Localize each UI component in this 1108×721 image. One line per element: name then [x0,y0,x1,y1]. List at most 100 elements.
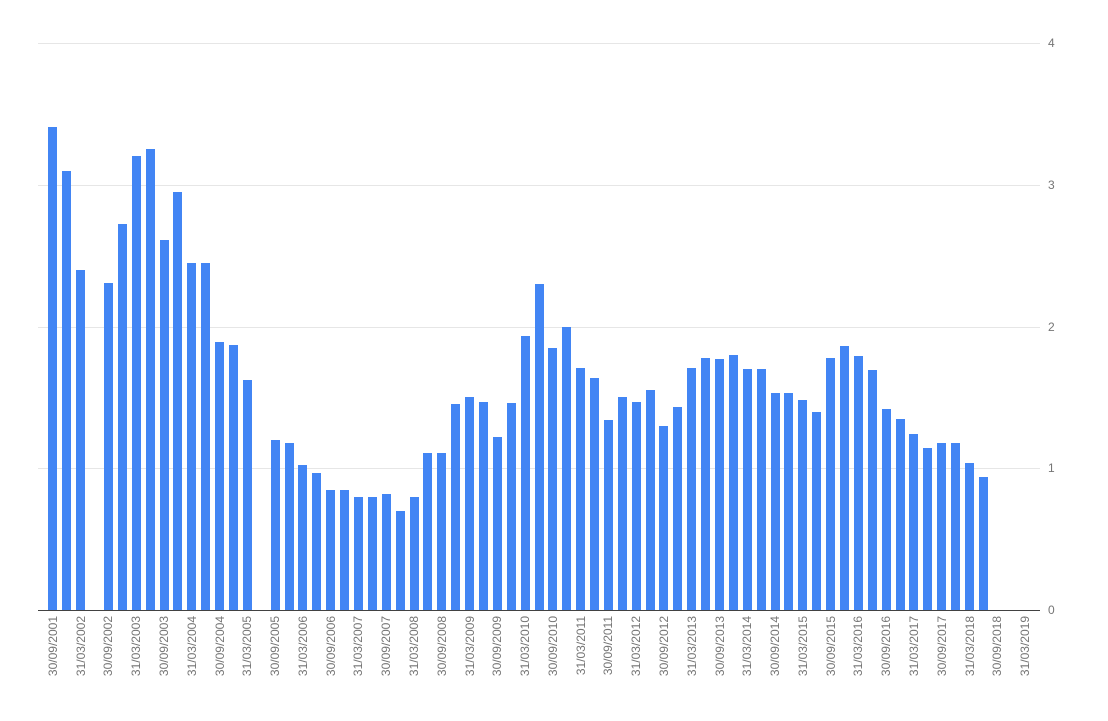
bar[interactable] [465,397,475,610]
x-tick-label: 30/09/2017 [934,616,949,677]
bar[interactable] [312,472,322,610]
bar[interactable] [965,462,974,610]
x-tick-label: 30/09/2010 [545,616,560,677]
bar[interactable] [728,354,738,610]
bar[interactable] [159,240,169,610]
x-tick-label: 30/09/2014 [768,616,783,677]
bar[interactable] [215,342,225,610]
bar[interactable] [242,380,252,610]
x-tick-label: 30/09/2015 [823,616,838,677]
bar[interactable] [881,408,891,610]
bar[interactable] [284,442,294,610]
bar[interactable] [270,439,280,610]
bar[interactable] [173,191,183,610]
bar[interactable] [659,425,669,610]
bar[interactable] [812,411,822,610]
y-tick-label: 2 [1048,319,1055,334]
bar[interactable] [326,489,336,610]
bar[interactable] [437,452,447,610]
bar[interactable] [520,336,530,610]
bar[interactable] [492,437,502,610]
y-tick-label: 3 [1048,177,1055,192]
bar[interactable] [603,420,613,610]
bar[interactable] [715,359,725,610]
bar[interactable] [48,126,58,610]
x-tick-label: 30/09/2003 [157,616,172,677]
x-tick-label: 30/09/2005 [268,616,283,677]
bar[interactable] [395,510,405,610]
x-tick-label: 30/09/2018 [990,616,1005,677]
bar[interactable] [770,393,780,610]
bar[interactable] [645,390,655,610]
x-tick-label: 31/03/2016 [851,616,866,677]
bar[interactable] [451,404,461,610]
bar[interactable] [867,370,877,610]
x-tick-label: 30/09/2001 [45,616,60,677]
bar[interactable] [103,282,113,610]
x-tick-label: 31/03/2004 [184,616,199,677]
x-tick-label: 31/03/2008 [407,616,421,677]
bar[interactable] [840,346,850,610]
x-tick-label: 31/03/2011 [573,616,588,676]
x-tick-label: 30/09/2008 [434,616,449,677]
bar[interactable] [201,262,211,610]
x-tick-label: 30/09/2012 [656,616,671,677]
bar[interactable] [576,367,586,610]
y-tick-label: 1 [1048,461,1055,476]
x-tick-label: 31/03/2009 [462,616,477,677]
bar[interactable] [340,489,350,610]
gridline [38,43,1040,44]
bar[interactable] [506,403,516,610]
x-tick-label: 31/03/2006 [295,616,310,677]
bar[interactable] [937,442,947,610]
bar[interactable] [853,356,863,610]
x-tick-label: 30/09/2006 [323,616,338,677]
x-tick-label: 31/03/2015 [795,616,810,677]
bar[interactable] [978,476,988,610]
bar[interactable] [228,344,238,610]
y-tick-label: 0 [1048,603,1055,617]
bar[interactable] [673,407,683,610]
bar[interactable] [562,326,572,610]
bar[interactable] [298,465,308,610]
bar[interactable] [951,442,961,610]
bar[interactable] [62,170,72,610]
x-tick-label: 30/09/2002 [101,616,116,677]
x-tick-label: 30/09/2004 [212,616,227,677]
bar[interactable] [534,283,544,610]
gridline [38,184,1040,186]
x-tick-label: 31/03/2019 [1018,616,1033,677]
bar[interactable] [117,224,127,610]
bar[interactable] [548,347,558,610]
bar[interactable] [381,493,391,610]
bar[interactable] [909,434,919,610]
bar[interactable] [367,496,377,610]
x-tick-label: 31/03/2005 [240,616,255,677]
x-tick-label: 31/03/2007 [351,616,366,677]
bar[interactable] [742,369,752,610]
bar[interactable] [409,496,419,610]
bar[interactable] [617,397,627,610]
x-tick-label: 30/09/2013 [712,616,727,677]
bar[interactable] [131,156,141,610]
bar[interactable] [923,448,933,610]
bar[interactable] [784,393,794,610]
bar[interactable] [826,357,836,610]
bar[interactable] [895,418,905,610]
x-tick-label: 31/03/2018 [962,616,977,677]
bar[interactable] [701,357,711,610]
bar[interactable] [798,400,808,610]
bar[interactable] [687,367,697,610]
x-tick-label: 31/03/2017 [906,616,921,677]
bar[interactable] [756,369,766,610]
bar[interactable] [353,496,363,610]
bar[interactable] [187,262,197,610]
bar[interactable] [76,269,86,610]
y-tick-label: 4 [1048,36,1055,50]
bar[interactable] [423,452,433,610]
bar[interactable] [631,401,641,610]
bar[interactable] [145,149,155,610]
bar[interactable] [590,377,600,610]
bar[interactable] [478,401,488,610]
